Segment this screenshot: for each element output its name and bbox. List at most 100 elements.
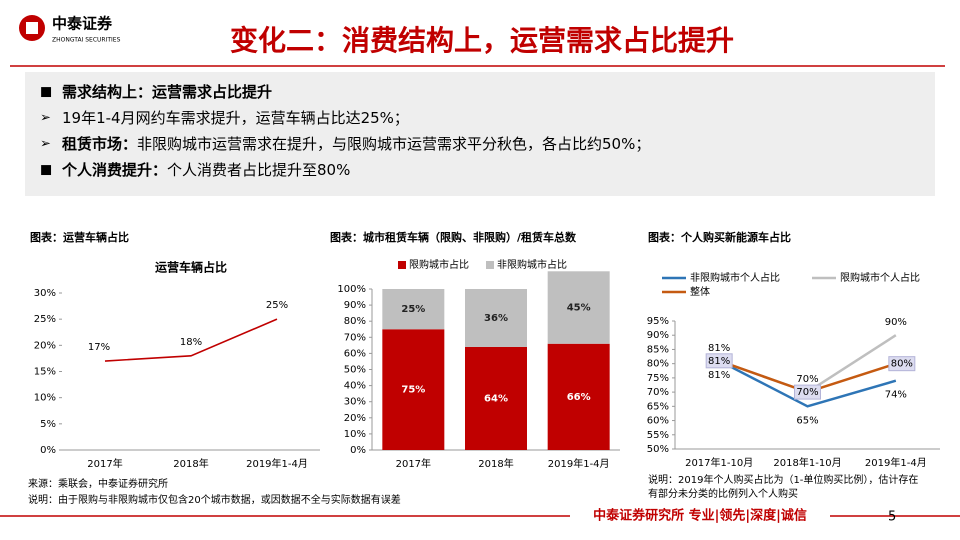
y-tick-label: 90% <box>647 330 669 341</box>
value-label-box <box>888 356 916 372</box>
x-tick-label: 2017年 <box>396 457 431 470</box>
chart-caption: 图表：运营车辆占比 <box>30 230 129 244</box>
value-label: 66% <box>567 392 591 403</box>
bullet-plain: 19年1-4月网约车需求提升，运营车辆占比达25%； <box>62 109 409 127</box>
value-label-box <box>705 353 733 369</box>
bar-segment <box>547 343 610 450</box>
bar-segment <box>382 329 445 450</box>
y-tick-label: 65% <box>647 401 669 412</box>
bullet-marker: ■ <box>40 163 52 178</box>
legend-label: 非限购城市个人占比 <box>690 271 780 284</box>
x-tick-label: 2019年1-4月 <box>246 457 308 470</box>
value-label: 74% <box>885 390 907 401</box>
y-tick-label: 100% <box>337 284 366 295</box>
y-tick-label: 80% <box>344 316 366 327</box>
y-tick-label: 25% <box>34 314 56 325</box>
bar-segment <box>465 346 527 450</box>
y-tick-label: 50% <box>344 365 366 376</box>
y-tick-label: 70% <box>647 387 669 398</box>
bullet-marker: ➢ <box>40 111 51 126</box>
value-label: 17% <box>88 342 110 353</box>
y-tick-label: 95% <box>647 316 669 327</box>
footer-bar: 中泰证券研究所 专业|领先|深度|诚信 <box>593 508 807 524</box>
bar-segment <box>465 289 527 347</box>
y-tick-label: 90% <box>344 300 366 311</box>
y-tick-label: 0% <box>350 445 366 456</box>
bar-segment <box>547 271 610 344</box>
y-tick-label: 40% <box>344 381 366 392</box>
x-tick-label: 2018年 <box>173 457 208 470</box>
bullet-text: 需求结构上：运营需求占比提升 <box>62 83 272 101</box>
value-label: 18% <box>180 337 202 348</box>
line <box>718 359 897 408</box>
value-label: 25% <box>266 300 288 311</box>
legend-label: 限购城市占比 <box>409 258 469 271</box>
y-tick-label: 0% <box>40 445 56 456</box>
value-label: 45% <box>567 303 591 314</box>
legend-label: 限购城市个人占比 <box>840 271 920 284</box>
bullet-plain: 非限购城市运营需求在提升，与限购城市运营需求平分秋色，各占比约50%； <box>137 135 650 153</box>
bullet-marker: ■ <box>40 85 52 100</box>
line <box>104 318 278 362</box>
value-label: 70% <box>796 387 818 398</box>
y-tick-label: 30% <box>34 288 56 299</box>
slide-title: 变化二：消费结构上，运营需求占比提升 <box>230 24 734 57</box>
bullet-plain: 个人消费者占比提升至80% <box>167 161 350 179</box>
legend-swatch <box>486 261 494 269</box>
x-tick-label: 2017年 <box>87 457 122 470</box>
value-label-box <box>794 384 821 400</box>
footer-note: 说明：由于限购与非限购城市仅包含20个城市数据，或因数据不全与实际数据有误差 <box>28 493 401 506</box>
value-label: 64% <box>484 393 508 404</box>
x-tick-label: 2018年 <box>478 457 513 470</box>
value-label: 36% <box>484 313 508 324</box>
chart-note: 有部分未分类的比例列入个人购买 <box>648 487 798 500</box>
bar-segment <box>382 289 445 330</box>
value-label: 25% <box>401 304 425 315</box>
chart-title: 运营车辆占比 <box>155 260 227 275</box>
y-tick-label: 60% <box>647 416 669 427</box>
x-tick-label: 2018年1-10月 <box>773 456 841 469</box>
bullet-bold: 个人消费提升： <box>61 161 167 179</box>
y-tick-label: 5% <box>40 419 56 430</box>
value-label: 70% <box>796 374 818 385</box>
bullet-text: 19年1-4月网约车需求提升，运营车辆占比达25%； <box>62 109 409 127</box>
y-tick-label: 60% <box>344 348 366 359</box>
bullet-box <box>25 72 935 196</box>
page-number: 5 <box>888 510 896 525</box>
y-tick-label: 75% <box>647 373 669 384</box>
y-tick-label: 20% <box>344 413 366 424</box>
y-tick-label: 10% <box>344 429 366 440</box>
logo-icon-inner <box>26 22 38 34</box>
y-tick-label: 15% <box>34 367 56 378</box>
bullet-text: 个人消费提升：个人消费者占比提升至80% <box>61 161 350 179</box>
x-tick-label: 2017年1-10月 <box>685 456 753 469</box>
value-label: 81% <box>708 356 730 367</box>
legend-label: 非限购城市占比 <box>497 258 567 271</box>
y-tick-label: 50% <box>647 444 669 455</box>
value-label: 65% <box>796 415 818 426</box>
value-label: 75% <box>401 385 425 396</box>
logo-en: ZHONGTAI SECURITIES <box>52 37 121 44</box>
value-label: 80% <box>891 359 913 370</box>
value-label: 81% <box>708 370 730 381</box>
source: 来源：乘联会，中泰证券研究所 <box>28 477 168 490</box>
legend-swatch <box>398 261 406 269</box>
logo-cn: 中泰证券 <box>52 15 113 33</box>
chart-caption: 图表：城市租赁车辆（限购、非限购）/租赁车总数 <box>330 230 577 244</box>
legend-label: 整体 <box>690 285 710 298</box>
chart-caption: 图表：个人购买新能源车占比 <box>648 230 791 244</box>
y-tick-label: 55% <box>647 430 669 441</box>
y-tick-label: 20% <box>34 340 56 351</box>
bullet-marker: ➢ <box>40 137 51 152</box>
bullet-text: 租赁市场：非限购城市运营需求在提升，与限购城市运营需求平分秋色，各占比约50%； <box>62 135 650 153</box>
y-tick-label: 85% <box>647 344 669 355</box>
x-tick-label: 2019年1-4月 <box>548 457 610 470</box>
y-tick-label: 70% <box>344 332 366 343</box>
bullet-bold: 租赁市场： <box>62 135 137 153</box>
x-tick-label: 2019年1-4月 <box>865 456 927 469</box>
y-tick-label: 80% <box>647 359 669 370</box>
value-label: 81% <box>708 343 730 354</box>
chart-note: 说明：2019年个人购买占比为（1-单位购买比例），估计存在 <box>648 473 918 486</box>
bullet-bold: 需求结构上：运营需求占比提升 <box>62 83 272 101</box>
